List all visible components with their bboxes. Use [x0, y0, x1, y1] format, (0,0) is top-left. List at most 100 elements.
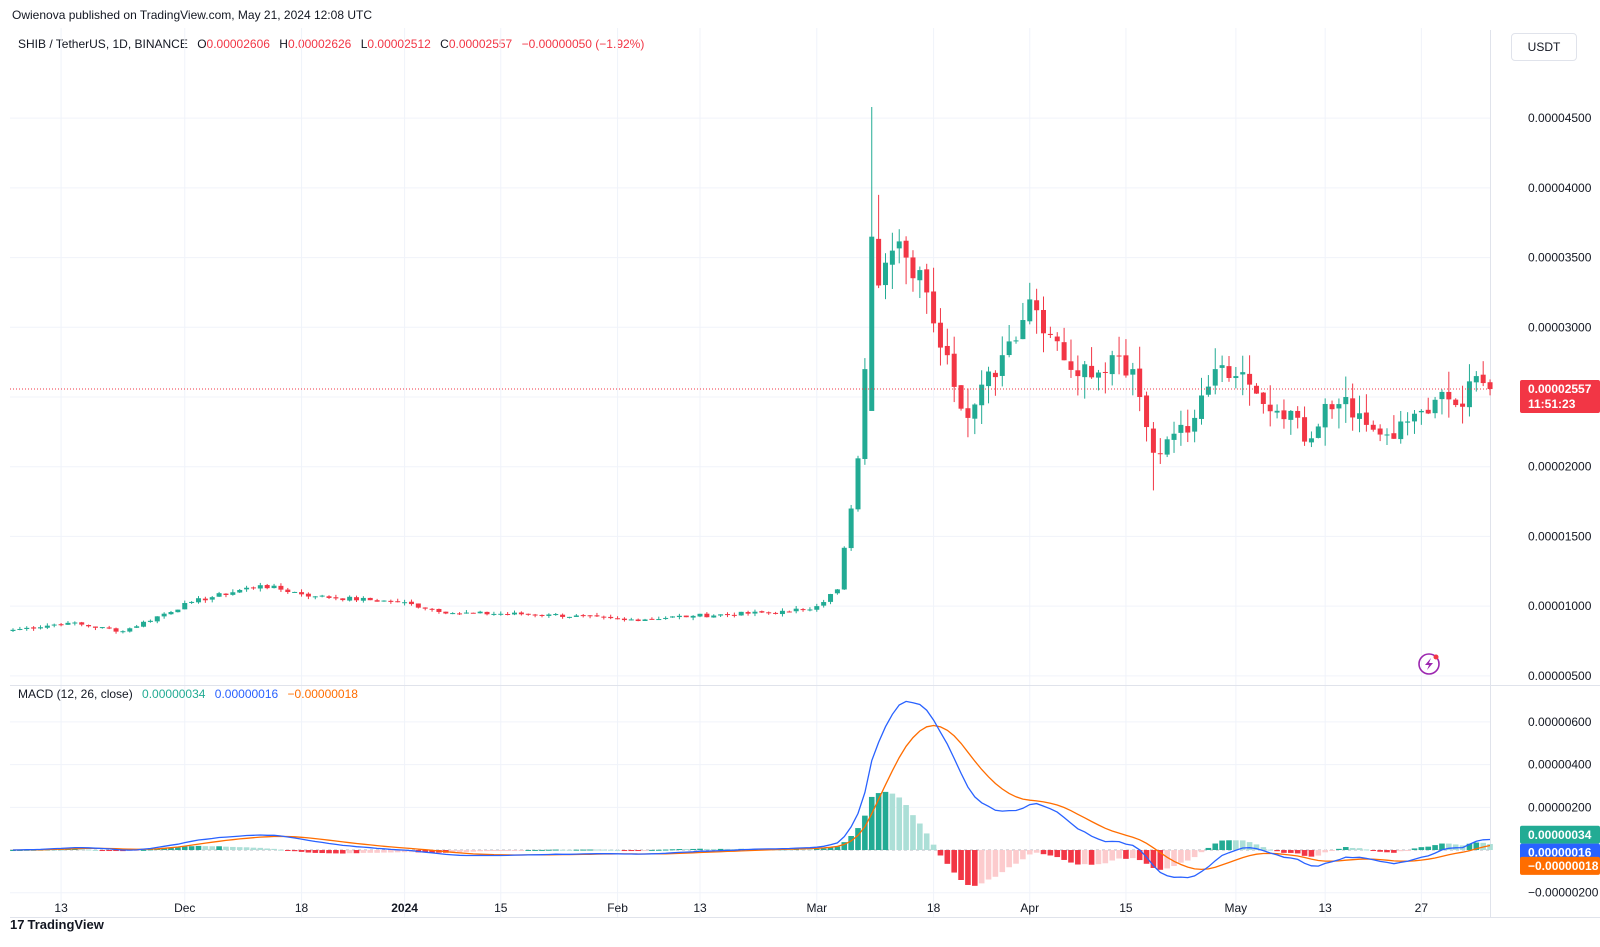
- candle-body: [828, 594, 834, 602]
- macd-histogram-bar: [491, 850, 497, 852]
- macd-histogram-bar: [374, 850, 380, 853]
- macd-histogram-bar: [923, 833, 930, 851]
- candle-body: [731, 614, 737, 616]
- macd-tick-label: 0.00000400: [1528, 758, 1592, 772]
- candle-body: [1281, 410, 1287, 420]
- currency-button[interactable]: USDT: [1511, 33, 1577, 61]
- macd-histogram-bar: [965, 850, 971, 885]
- macd-histogram-bar: [1130, 850, 1136, 859]
- candle-body: [1027, 299, 1033, 322]
- macd-histogram-bar: [1178, 850, 1184, 863]
- candle-body: [498, 613, 504, 615]
- price-tick-label: 0.00001000: [1528, 599, 1592, 613]
- macd-histogram-bar: [188, 846, 195, 851]
- macd-histogram-bar: [1418, 847, 1425, 851]
- macd-tick-label: 0.00000200: [1528, 800, 1592, 814]
- candle-body: [402, 602, 408, 604]
- macd-histogram-bar: [669, 849, 676, 851]
- macd-histogram-bar: [470, 850, 477, 852]
- candle-body: [1212, 369, 1218, 386]
- candle-body: [594, 615, 600, 617]
- tradingview-logo[interactable]: 17 TradingView: [10, 917, 104, 932]
- macd-histogram-bar: [1308, 850, 1315, 857]
- macd-histogram-bar: [518, 850, 525, 852]
- macd-histogram-bar: [1370, 850, 1377, 852]
- macd-histogram-bar: [1466, 843, 1473, 851]
- macd-histogram-bar: [1026, 850, 1033, 855]
- candle-body: [17, 628, 23, 630]
- macd-histogram-bar: [1260, 847, 1267, 851]
- price-tick-label: 0.00004000: [1528, 181, 1592, 195]
- candle-body: [807, 609, 813, 611]
- macd-histogram-bar: [1136, 850, 1143, 861]
- candle-body: [182, 603, 188, 610]
- macd-histogram-bar: [937, 850, 944, 856]
- candle-body: [429, 608, 435, 610]
- macd-histogram-bar: [1267, 849, 1274, 851]
- macd-histogram-bar: [1363, 849, 1370, 851]
- candle-body: [1295, 410, 1301, 418]
- published-line: Owienova published on TradingView.com, M…: [12, 8, 372, 22]
- candle-body: [615, 618, 621, 620]
- candle-body: [1226, 366, 1232, 378]
- lightning-icon[interactable]: [1418, 653, 1440, 675]
- candle-body: [1384, 434, 1390, 436]
- candle-body: [340, 598, 346, 601]
- candle-body: [106, 627, 112, 629]
- macd-histogram-bar: [1274, 850, 1280, 852]
- macd-histogram-bar: [552, 849, 559, 851]
- candle-body: [470, 612, 476, 614]
- candle-body: [1006, 341, 1012, 356]
- candle-body: [120, 631, 126, 633]
- candle-body: [931, 291, 937, 324]
- candle-body: [862, 369, 868, 459]
- macd-histogram-bar: [1397, 850, 1404, 852]
- macd-histogram-bar: [326, 850, 332, 854]
- macd-histogram-bar: [917, 823, 923, 851]
- candle-body: [347, 596, 353, 601]
- candle-body: [257, 585, 263, 589]
- candle-body: [917, 270, 923, 281]
- macd-histogram-bar: [573, 849, 580, 851]
- candle-body: [1329, 404, 1335, 410]
- macd-histogram-bar: [1356, 848, 1363, 851]
- candle-body: [937, 322, 943, 348]
- candle-body: [821, 602, 827, 606]
- macd-histogram-bar: [140, 849, 147, 851]
- candle-body: [814, 606, 820, 610]
- candle-body: [738, 611, 744, 616]
- macd-histogram-bar: [875, 793, 882, 851]
- price-tick-label: 0.00003500: [1528, 251, 1592, 265]
- candle-body: [1082, 364, 1088, 378]
- candle-body: [24, 627, 30, 629]
- grid-lines: [10, 28, 1490, 917]
- macd-histogram-bar: [1329, 850, 1335, 852]
- candle-body: [1308, 438, 1314, 443]
- macd-histogram-bar: [800, 849, 806, 851]
- candle-body: [628, 619, 634, 621]
- symbol-name[interactable]: SHIB / TetherUS, 1D, BINANCE: [18, 37, 188, 51]
- macd-histogram-bar: [697, 848, 703, 851]
- macd-title[interactable]: MACD (12, 26, close): [18, 687, 133, 701]
- low-label: L: [360, 37, 368, 51]
- macd-histogram-bar: [532, 849, 538, 851]
- candle-body: [354, 597, 359, 601]
- candle-body: [161, 613, 167, 617]
- macd-histogram-bar: [958, 850, 964, 880]
- macd-histogram-bar: [202, 846, 209, 851]
- candle-body: [209, 597, 215, 600]
- candle-body: [958, 385, 964, 409]
- candle-body: [1473, 376, 1479, 383]
- candle-body: [786, 611, 792, 613]
- macd-signal-tag-bg: [1520, 856, 1600, 875]
- candle-body: [436, 608, 442, 612]
- candle-body: [1185, 426, 1191, 433]
- time-tick-label: May: [1225, 901, 1248, 915]
- macd-histogram-bar: [278, 849, 284, 851]
- candle-body: [1144, 395, 1150, 428]
- candle-body: [1137, 368, 1143, 398]
- candle-body: [415, 603, 421, 608]
- candle-body: [1460, 403, 1466, 407]
- macd-histogram-bar: [449, 850, 456, 853]
